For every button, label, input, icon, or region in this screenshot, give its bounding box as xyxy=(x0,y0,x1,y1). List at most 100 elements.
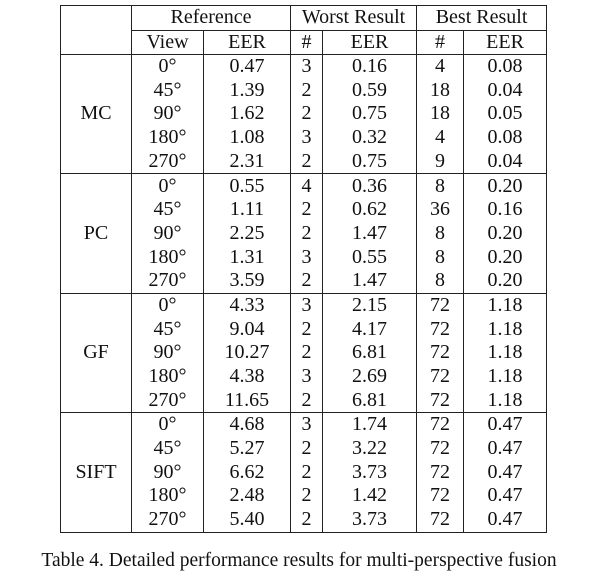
cell-best-eer: 0.05 xyxy=(463,102,548,127)
cell-ref-eer: 9.04 xyxy=(202,317,292,342)
cell-worst-eer: 1.42 xyxy=(322,484,418,509)
cell-worst-eer: 4.17 xyxy=(322,317,418,342)
cell-view: 270° xyxy=(131,149,204,174)
cell-view: 45° xyxy=(131,78,204,103)
cell-view: 0° xyxy=(131,173,204,199)
header-best-hash: # xyxy=(416,29,465,55)
header-ref-eer: EER xyxy=(202,29,292,55)
cell-best-eer: 0.47 xyxy=(463,412,548,437)
results-table: Reference Worst Result Best Result View … xyxy=(60,5,548,533)
cell-ref-eer: 1.11 xyxy=(202,198,292,222)
cell-worst-n: 2 xyxy=(290,484,324,509)
header-view: View xyxy=(131,29,204,55)
table-row: 45° 5.27 2 3.22 72 0.47 xyxy=(61,437,548,461)
header-worst-hash: # xyxy=(290,29,324,55)
cell-ref-eer: 0.55 xyxy=(202,173,292,199)
cell-ref-eer: 5.27 xyxy=(202,437,292,461)
cell-ref-eer: 1.08 xyxy=(202,126,292,150)
cell-view: 270° xyxy=(131,269,204,294)
cell-best-eer: 0.20 xyxy=(463,173,548,199)
table-row: 45° 9.04 2 4.17 72 1.18 xyxy=(61,317,548,342)
table-row: 90° 6.62 2 3.73 72 0.47 xyxy=(61,460,548,485)
cell-ref-eer: 1.31 xyxy=(202,245,292,270)
header-corner-lower xyxy=(60,30,132,55)
table-row: 180° 1.31 3 0.55 8 0.20 xyxy=(61,245,548,270)
cell-ref-eer: 1.39 xyxy=(202,78,292,103)
cell-best-n: 72 xyxy=(416,317,465,342)
cell-best-n: 8 xyxy=(416,269,465,294)
cell-worst-eer: 3.73 xyxy=(322,508,418,533)
cell-best-n: 72 xyxy=(416,437,465,461)
table-row: 270° 3.59 2 1.47 8 0.20 xyxy=(61,269,548,294)
method-label: MC xyxy=(60,53,132,174)
cell-best-n: 4 xyxy=(416,53,465,79)
cell-worst-eer: 1.47 xyxy=(322,269,418,294)
cell-best-n: 72 xyxy=(416,508,465,533)
cell-worst-eer: 2.15 xyxy=(322,292,418,318)
header-group-best: Best Result xyxy=(416,5,548,30)
cell-worst-n: 3 xyxy=(290,364,324,389)
cell-view: 180° xyxy=(131,126,204,150)
cell-view: 45° xyxy=(131,317,204,342)
cell-worst-eer: 0.32 xyxy=(322,126,418,150)
cell-best-eer: 0.16 xyxy=(463,198,548,222)
cell-worst-n: 2 xyxy=(290,221,324,246)
table-row: 270° 2.31 2 0.75 9 0.04 xyxy=(61,149,548,174)
cell-worst-eer: 0.62 xyxy=(322,198,418,222)
cell-worst-n: 3 xyxy=(290,245,324,270)
cell-best-n: 72 xyxy=(416,460,465,485)
cell-worst-eer: 1.47 xyxy=(322,221,418,246)
cell-best-eer: 0.47 xyxy=(463,460,548,485)
cell-best-eer: 0.20 xyxy=(463,221,548,246)
cell-worst-eer: 0.75 xyxy=(322,149,418,174)
cell-worst-n: 3 xyxy=(290,126,324,150)
cell-view: 0° xyxy=(131,53,204,79)
cell-view: 180° xyxy=(131,245,204,270)
cell-worst-n: 2 xyxy=(290,317,324,342)
cell-view: 0° xyxy=(131,412,204,437)
cell-worst-eer: 0.55 xyxy=(322,245,418,270)
cell-best-eer: 0.08 xyxy=(463,53,548,79)
cell-best-n: 8 xyxy=(416,245,465,270)
table-row: 180° 2.48 2 1.42 72 0.47 xyxy=(61,484,548,509)
header-group-reference: Reference xyxy=(130,5,292,30)
cell-best-n: 72 xyxy=(416,292,465,318)
cell-best-eer: 0.04 xyxy=(463,78,548,103)
cell-best-n: 8 xyxy=(416,173,465,199)
cell-worst-n: 2 xyxy=(290,149,324,174)
table-row: 90° 10.27 2 6.81 72 1.18 xyxy=(61,341,548,365)
cell-best-n: 9 xyxy=(416,149,465,174)
header-corner xyxy=(60,5,132,30)
table-row: 180° 4.38 3 2.69 72 1.18 xyxy=(61,364,548,389)
cell-worst-n: 3 xyxy=(290,412,324,437)
header-worst-eer: EER xyxy=(322,29,418,55)
cell-worst-eer: 1.74 xyxy=(322,412,418,437)
cell-worst-n: 3 xyxy=(290,292,324,318)
cell-best-eer: 0.47 xyxy=(463,508,548,533)
cell-best-eer: 0.20 xyxy=(463,269,548,294)
cell-best-n: 72 xyxy=(416,388,465,413)
cell-best-eer: 0.08 xyxy=(463,126,548,150)
header-best-eer: EER xyxy=(463,29,548,55)
cell-best-eer: 1.18 xyxy=(463,388,548,413)
cell-view: 45° xyxy=(131,198,204,222)
cell-ref-eer: 3.59 xyxy=(202,269,292,294)
cell-best-eer: 1.18 xyxy=(463,364,548,389)
table-row: 180° 1.08 3 0.32 4 0.08 xyxy=(61,126,548,150)
cell-ref-eer: 2.31 xyxy=(202,149,292,174)
cell-best-eer: 1.18 xyxy=(463,292,548,318)
table-row: MC 0° 0.47 3 0.16 4 0.08 xyxy=(60,53,548,174)
cell-ref-eer: 0.47 xyxy=(202,53,292,79)
cell-worst-n: 2 xyxy=(290,78,324,103)
table-row: 270° 5.40 2 3.73 72 0.47 xyxy=(61,508,548,533)
cell-best-eer: 1.18 xyxy=(463,317,548,342)
cell-best-eer: 0.20 xyxy=(463,245,548,270)
cell-view: 180° xyxy=(131,364,204,389)
cell-best-eer: 0.04 xyxy=(463,149,548,174)
method-label: GF xyxy=(60,292,132,413)
cell-worst-eer: 2.69 xyxy=(322,364,418,389)
table-body: MC 0° 0.47 3 0.16 4 0.08 45° 1.39 2 0.59… xyxy=(60,53,548,533)
cell-worst-eer: 0.59 xyxy=(322,78,418,103)
cell-best-n: 72 xyxy=(416,484,465,509)
cell-worst-eer: 6.81 xyxy=(322,388,418,413)
